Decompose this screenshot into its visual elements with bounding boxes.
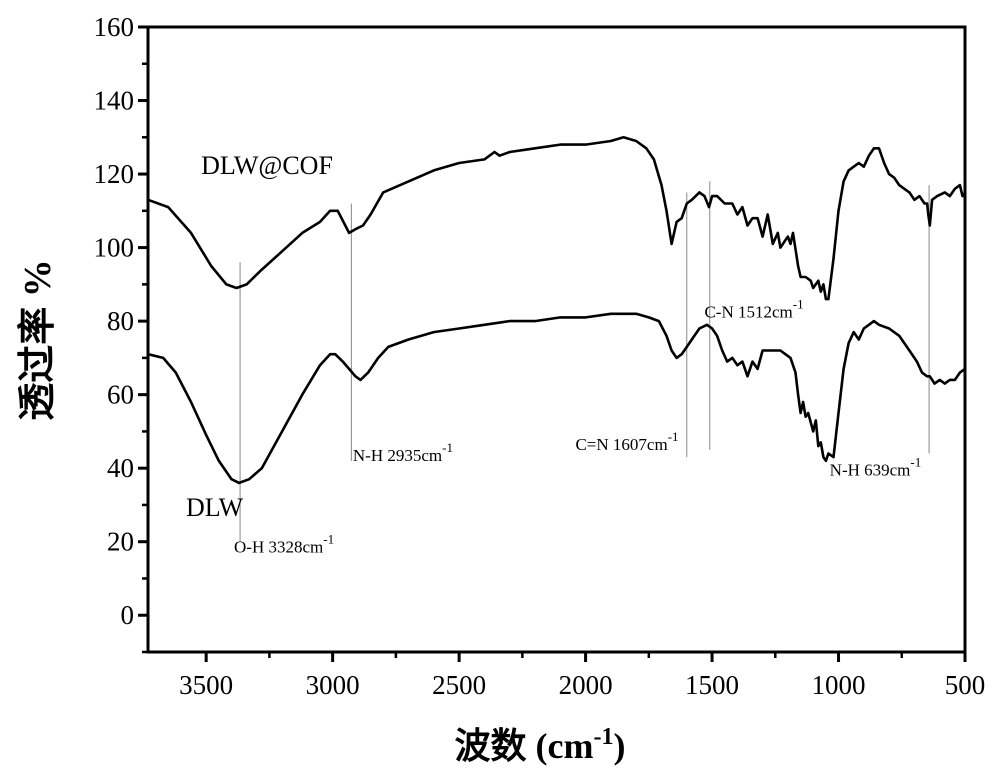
x-tick-label: 500 (945, 670, 986, 700)
y-tick-label: 100 (94, 233, 135, 263)
annotation-label: C-N 1512cm-1 (704, 296, 803, 321)
x-axis-label: 波数 (cm-1) (455, 724, 626, 766)
x-axis-label-end: ) (613, 726, 625, 766)
annotation-text: C=N 1607cm (575, 435, 667, 454)
axes-frame (146, 25, 967, 654)
annotation-text: N-H 2935cm (353, 446, 442, 465)
y-tick-label: 40 (107, 453, 134, 483)
series-label: DLW@COF (201, 151, 333, 180)
x-tick-label: 2000 (559, 670, 613, 700)
y-tick-label: 0 (121, 600, 135, 630)
annotation-sup: -1 (668, 429, 679, 444)
y-axis-label: 透过率 % (17, 259, 59, 421)
x-axis-label-sup: -1 (593, 724, 613, 750)
annotation-text: C-N 1512cm (704, 302, 792, 321)
series-label: DLW (186, 493, 244, 522)
annotation-sup: -1 (910, 455, 921, 470)
annotation-text: O-H 3328cm (234, 538, 323, 557)
plot-area: O-H 3328cm-1N-H 2935cm-1 C=N 1607cm-1C-N … (94, 12, 986, 700)
y-tick-label: 160 (94, 12, 135, 42)
annotation-text: N-H 639cm (830, 461, 911, 480)
annotation-sup: -1 (442, 440, 453, 455)
y-tick-label: 60 (107, 380, 134, 410)
x-axis-label-main: 波数 (cm (455, 726, 594, 766)
y-tick-label: 140 (94, 86, 135, 116)
y-tick-label: 20 (107, 527, 134, 557)
annotation-sup: -1 (793, 296, 804, 311)
y-tick-label: 80 (107, 306, 134, 336)
annotation-label: C=N 1607cm-1 (575, 429, 678, 454)
annotation-label: O-H 3328cm-1 (234, 532, 334, 557)
x-tick-label: 1000 (812, 670, 866, 700)
x-tick-label: 3500 (179, 670, 233, 700)
annotation-label: N-H 2935cm-1 (353, 440, 453, 465)
y-tick-label: 120 (94, 159, 135, 189)
x-tick-label: 2500 (432, 670, 486, 700)
x-tick-label: 3000 (306, 670, 360, 700)
annotation-label: N-H 639cm-1 (830, 455, 922, 480)
x-tick-label: 1500 (685, 670, 739, 700)
series-line-dlw (147, 312, 966, 485)
series-line-dlw-at-cof (147, 136, 967, 301)
annotation-sup: -1 (323, 532, 334, 547)
